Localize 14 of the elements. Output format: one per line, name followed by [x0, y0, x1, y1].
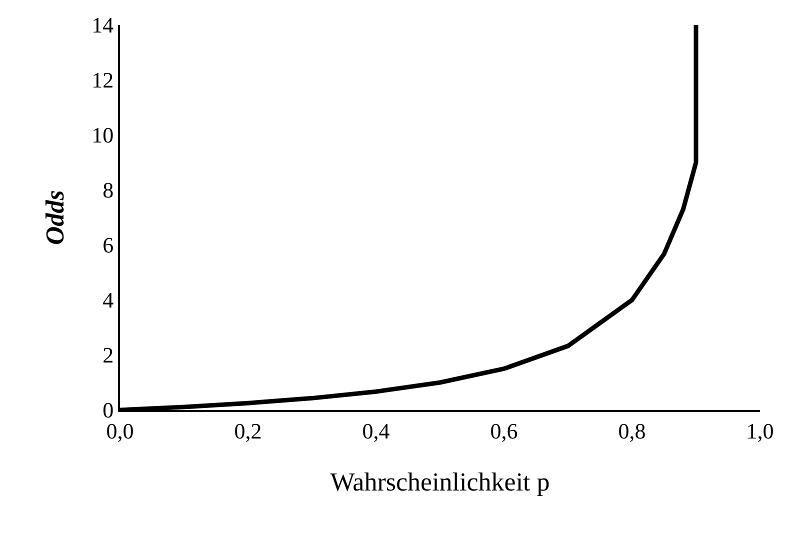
- x-tick-label: 0,6: [490, 418, 518, 444]
- y-tick-label: 12: [92, 68, 114, 93]
- y-tick-label: 8: [102, 178, 114, 203]
- x-tick-label: 0,2: [234, 418, 262, 444]
- x-axis-title: Wahrscheinlichkeit p: [330, 468, 550, 497]
- y-tick-label: 10: [92, 122, 114, 148]
- y-tick-label: 4: [102, 288, 114, 313]
- y-tick-label: 14: [92, 12, 114, 38]
- x-tick-label: 0,4: [362, 418, 390, 444]
- x-tick-label: 0,8: [618, 418, 646, 444]
- x-tick-label: 1,0: [746, 418, 774, 444]
- y-tick-label: 2: [102, 342, 114, 368]
- y-tick-label: 6: [102, 232, 114, 258]
- y-axis-title: Odds: [40, 190, 70, 245]
